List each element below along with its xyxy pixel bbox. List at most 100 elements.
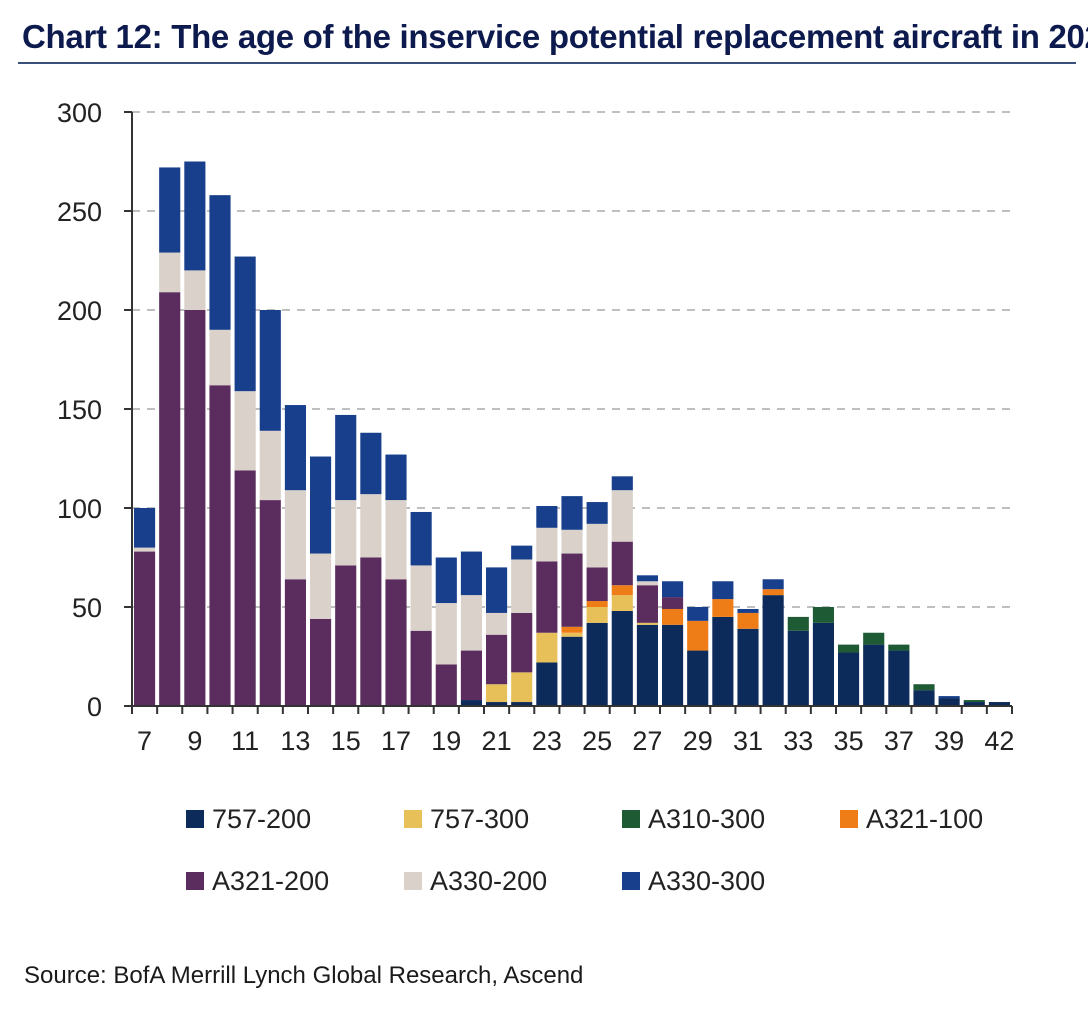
x-tick-label: 23 [532, 726, 562, 756]
bar-segment-a330-300 [687, 607, 709, 621]
bar-segment-757-200 [988, 702, 1010, 706]
bar-segment-a310-300 [838, 644, 860, 653]
x-tick-label: 29 [683, 726, 713, 756]
y-tick-label: 300 [57, 98, 102, 128]
bar-segment-757-200 [611, 610, 633, 706]
bar-segment-a330-300 [310, 456, 332, 554]
bar-segment-a330-200 [460, 595, 482, 651]
bar-segment-a330-300 [335, 414, 357, 501]
bar-segment-a330-300 [435, 557, 457, 604]
legend-swatch [186, 872, 204, 890]
bar-segment-a330-200 [184, 270, 206, 310]
bar-segment-a321-200 [662, 597, 684, 609]
bar-segment-757-300 [486, 684, 508, 703]
chart-title: Chart 12: The age of the inservice poten… [22, 18, 1088, 55]
bar-segment-a330-300 [511, 545, 533, 560]
bar-segment-a330-300 [259, 310, 281, 431]
bar-segment-a330-200 [435, 603, 457, 665]
bar-segment-a330-200 [511, 559, 533, 613]
bar-segment-a330-200 [159, 252, 181, 293]
bar-segment-a330-200 [134, 547, 156, 552]
x-tick-label: 37 [884, 726, 914, 756]
y-tick-label: 50 [72, 593, 102, 623]
bar-segment-a330-300 [460, 551, 482, 596]
bar-segment-757-200 [762, 595, 784, 706]
bar-segment-a321-200 [536, 561, 558, 633]
bar-segment-a321-200 [561, 553, 583, 627]
bar-segment-a321-100 [712, 599, 734, 617]
bar-segment-a330-200 [636, 581, 658, 586]
bar-segment-a330-200 [410, 565, 432, 631]
legend-label: A310-300 [648, 804, 765, 834]
bar-segment-a321-200 [134, 551, 156, 706]
bar-segment-757-200 [787, 630, 809, 706]
bar-segment-757-200 [888, 650, 910, 706]
bar-segment-a321-200 [611, 541, 633, 586]
legend-item: A330-300 [622, 866, 765, 896]
bar-segment-a321-100 [762, 589, 784, 596]
bar-segment-a321-200 [284, 579, 306, 706]
stacked-bar-chart: 0 50 100 150 200 250 300 7 9 11 13 15 17 19 21 23 25 27 2… [57, 98, 1015, 896]
x-tick-label: 42 [984, 726, 1014, 756]
bar-segment-757-300 [636, 622, 658, 625]
bar-segment-a310-300 [787, 616, 809, 631]
bar-segment-a330-200 [234, 391, 256, 471]
bars [134, 161, 1010, 706]
x-tick-label: 19 [431, 726, 461, 756]
bar-segment-a321-200 [335, 565, 357, 706]
bar-segment-a321-200 [310, 618, 332, 706]
bar-segment-a330-300 [662, 581, 684, 598]
bar-segment-a330-300 [561, 496, 583, 530]
bar-segment-a321-100 [662, 608, 684, 625]
bar-segment-a330-200 [360, 494, 382, 558]
bar-segment-a330-200 [209, 329, 231, 386]
y-tick-label: 200 [57, 296, 102, 326]
x-tick-label: 39 [934, 726, 964, 756]
bar-segment-757-200 [636, 624, 658, 706]
bar-segment-a330-300 [134, 508, 156, 548]
bar-segment-a330-300 [209, 195, 231, 330]
legend-label: A321-100 [866, 804, 983, 834]
bar-segment-a330-300 [712, 581, 734, 600]
bar-segment-a330-300 [184, 161, 206, 271]
bar-segment-a310-300 [963, 700, 985, 703]
bar-segment-757-200 [838, 652, 860, 706]
bar-segment-a321-200 [435, 664, 457, 706]
legend-label: A321-200 [212, 866, 329, 896]
bar-segment-a330-300 [536, 506, 558, 528]
legend-swatch [404, 872, 422, 890]
legend-item: 757-200 [186, 804, 311, 834]
bar-segment-a330-200 [486, 612, 508, 635]
bar-segment-a321-100 [561, 626, 583, 633]
bar-segment-a330-300 [234, 256, 256, 392]
legend-item: A321-100 [840, 804, 983, 834]
bar-segment-757-300 [586, 607, 608, 623]
bar-segment-757-200 [536, 662, 558, 706]
bar-segment-a330-300 [938, 696, 960, 699]
bar-segment-a330-300 [762, 579, 784, 590]
bar-segment-a330-200 [611, 490, 633, 542]
bar-segment-a330-300 [360, 432, 382, 495]
legend-item: A310-300 [622, 804, 765, 834]
y-tick-label: 0 [87, 692, 102, 722]
bar-segment-757-300 [536, 632, 558, 663]
legend-label: 757-200 [212, 804, 311, 834]
bar-segment-a330-300 [611, 476, 633, 491]
bar-segment-a321-200 [586, 567, 608, 602]
legend-swatch [186, 810, 204, 828]
bar-segment-757-200 [863, 644, 885, 706]
title-rule [18, 62, 1076, 64]
bar-segment-757-200 [561, 636, 583, 706]
bar-segment-a321-200 [460, 650, 482, 701]
bar-segment-757-200 [486, 702, 508, 706]
bar-segment-a330-200 [259, 430, 281, 501]
bar-segment-a310-300 [812, 607, 834, 623]
legend-swatch [622, 810, 640, 828]
x-tick-label: 21 [482, 726, 512, 756]
legend-swatch [622, 872, 640, 890]
bar-segment-757-200 [460, 700, 482, 706]
y-tick-labels: 0 50 100 150 200 250 300 [57, 98, 132, 722]
source-note: Source: BofA Merrill Lynch Global Resear… [24, 962, 584, 989]
legend-item: A330-200 [404, 866, 547, 896]
x-tick-label: 27 [632, 726, 662, 756]
